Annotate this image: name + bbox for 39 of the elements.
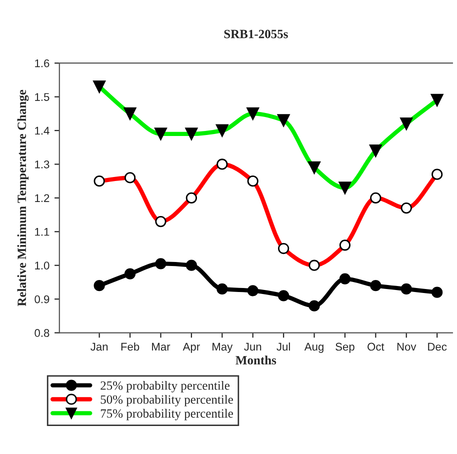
- y-tick-label: 1.4: [35, 126, 50, 135]
- x-tick-label: Oct: [368, 342, 384, 351]
- point: [370, 280, 382, 292]
- y-tick-label: 0.8: [34, 329, 50, 337]
- y-tick-label: 1.3: [35, 160, 50, 168]
- y-tick-label: 1.6: [35, 59, 50, 68]
- point: [186, 260, 197, 271]
- legend-label: 75% probability percentile: [100, 408, 233, 420]
- legend-label: 25% probabilty percentile: [100, 381, 230, 392]
- point: [400, 283, 412, 295]
- x-tick-label: May: [212, 342, 233, 353]
- point: [216, 283, 228, 295]
- x-tick-label: Jun: [244, 342, 262, 351]
- x-tick-label: Jul: [276, 342, 290, 351]
- x-axis-title: Months: [236, 356, 276, 364]
- y-tick-label: 1.2: [35, 194, 50, 202]
- y-tick-label: 0.9: [34, 295, 50, 304]
- y-axis-title: Relative Minimum Temperature Change: [17, 90, 29, 306]
- point: [155, 258, 166, 270]
- point: [124, 268, 136, 280]
- x-tick-label: Apr: [182, 342, 200, 353]
- point: [247, 285, 258, 296]
- point: [94, 280, 105, 292]
- legend-label: 50% probability percentile: [100, 394, 233, 406]
- x-tick-label: Dec: [428, 342, 447, 351]
- x-tick-label: Feb: [121, 342, 140, 351]
- x-tick-label: Mar: [152, 342, 170, 351]
- x-tick-label: Nov: [397, 342, 416, 351]
- point: [432, 286, 443, 298]
- x-tick-label: Sep: [336, 342, 354, 353]
- point: [339, 273, 351, 284]
- x-tick-label: Jan: [90, 342, 108, 351]
- chart-title: SRB1-2055s: [224, 30, 288, 38]
- x-tick-label: Aug: [304, 342, 324, 353]
- point: [308, 300, 320, 312]
- y-tick-label: 1.5: [35, 93, 50, 101]
- point: [278, 290, 290, 302]
- y-tick-label: 1.0: [35, 262, 50, 270]
- y-tick-label: 1.1: [35, 228, 50, 236]
